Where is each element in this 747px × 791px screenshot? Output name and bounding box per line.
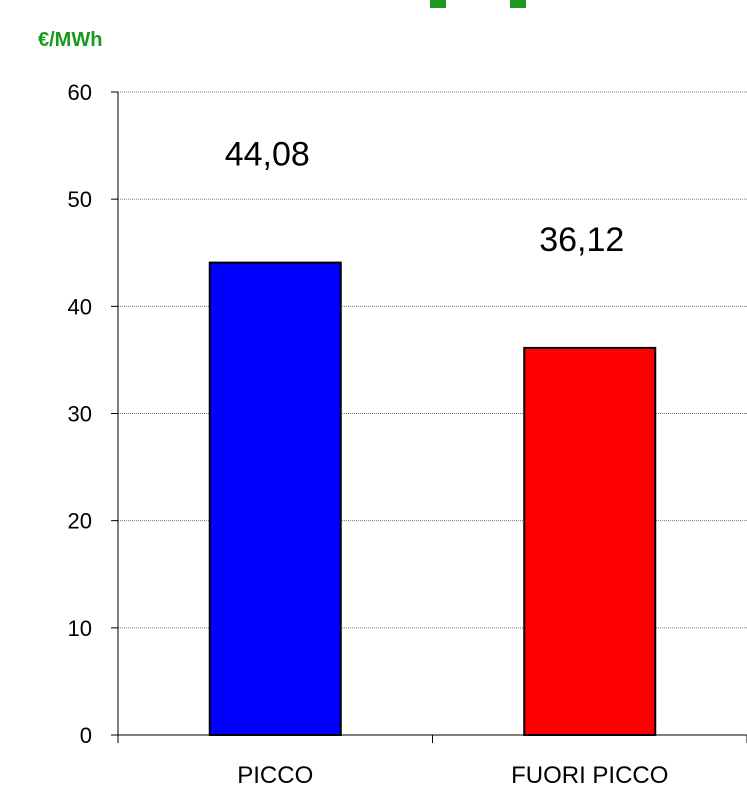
y-tick-label: 30 [68, 402, 92, 427]
y-tick-label: 0 [80, 723, 92, 748]
data-label: 44,08 [225, 136, 310, 174]
y-tick-label: 60 [68, 80, 92, 105]
category-label: FUORI PICCO [511, 762, 668, 789]
x-category-labels: PICCO FUORI PICCO [237, 762, 668, 789]
data-labels: 44,08 36,12 [225, 136, 625, 259]
y-tick-label: 40 [68, 294, 92, 319]
axes [111, 91, 747, 743]
bar-1 [523, 346, 657, 736]
category-label: PICCO [237, 762, 313, 789]
bar-0 [208, 261, 342, 736]
y-axis-unit-label: €/MWh [38, 29, 102, 51]
y-tick-label: 20 [68, 509, 92, 534]
y-tick-labels: 0 10 20 30 40 50 60 [68, 80, 92, 748]
y-tick-label: 10 [68, 616, 92, 641]
bars [208, 261, 657, 736]
y-tick-label: 50 [68, 187, 92, 212]
data-label: 36,12 [539, 221, 624, 259]
cropped-title-fragment [430, 0, 526, 8]
